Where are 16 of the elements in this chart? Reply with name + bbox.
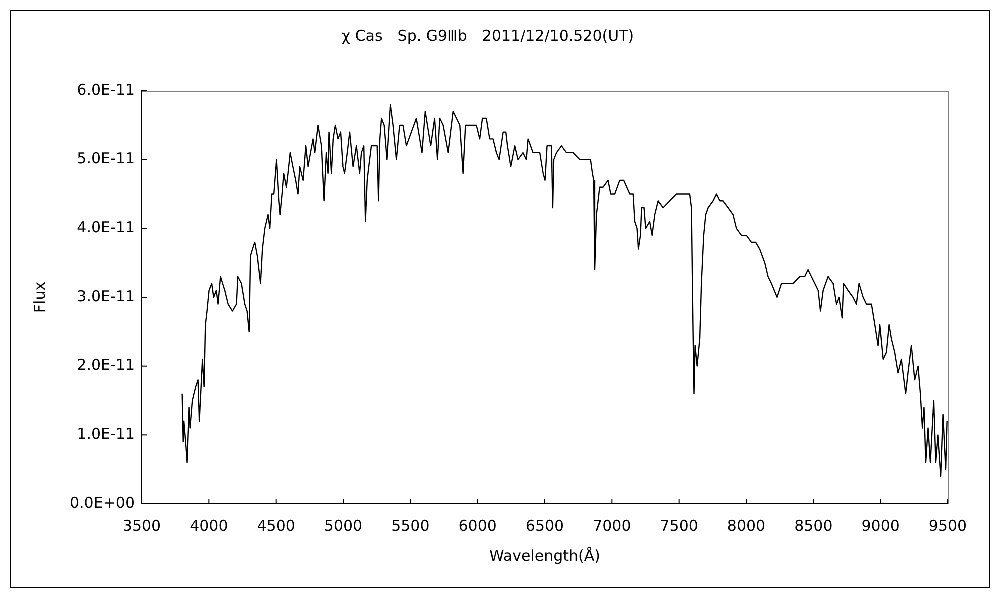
y-axis-title: Flux [30,282,49,314]
x-tick-label: 3500 [122,516,162,535]
chart-title: χ Cas Sp. G9Ⅲb 2011/12/10.520(UT) [342,26,634,45]
x-tick-label: 8000 [727,516,766,535]
x-tick-label: 9000 [862,516,900,535]
x-tick-label: 6500 [526,516,564,535]
x-tick-label: 9500 [928,516,968,535]
y-tick-label: 6.0E-11 [77,80,135,99]
x-tick-label: 5000 [324,516,363,535]
x-tick-label: 6000 [458,516,497,535]
x-tick-label: 7000 [593,516,632,535]
x-tick-label: 4500 [257,516,296,535]
x-tick-label: 4000 [190,516,228,535]
x-tick-label: 8500 [794,516,833,535]
x-tick-label: 5500 [392,516,430,535]
x-tick-label: 7500 [660,516,698,535]
